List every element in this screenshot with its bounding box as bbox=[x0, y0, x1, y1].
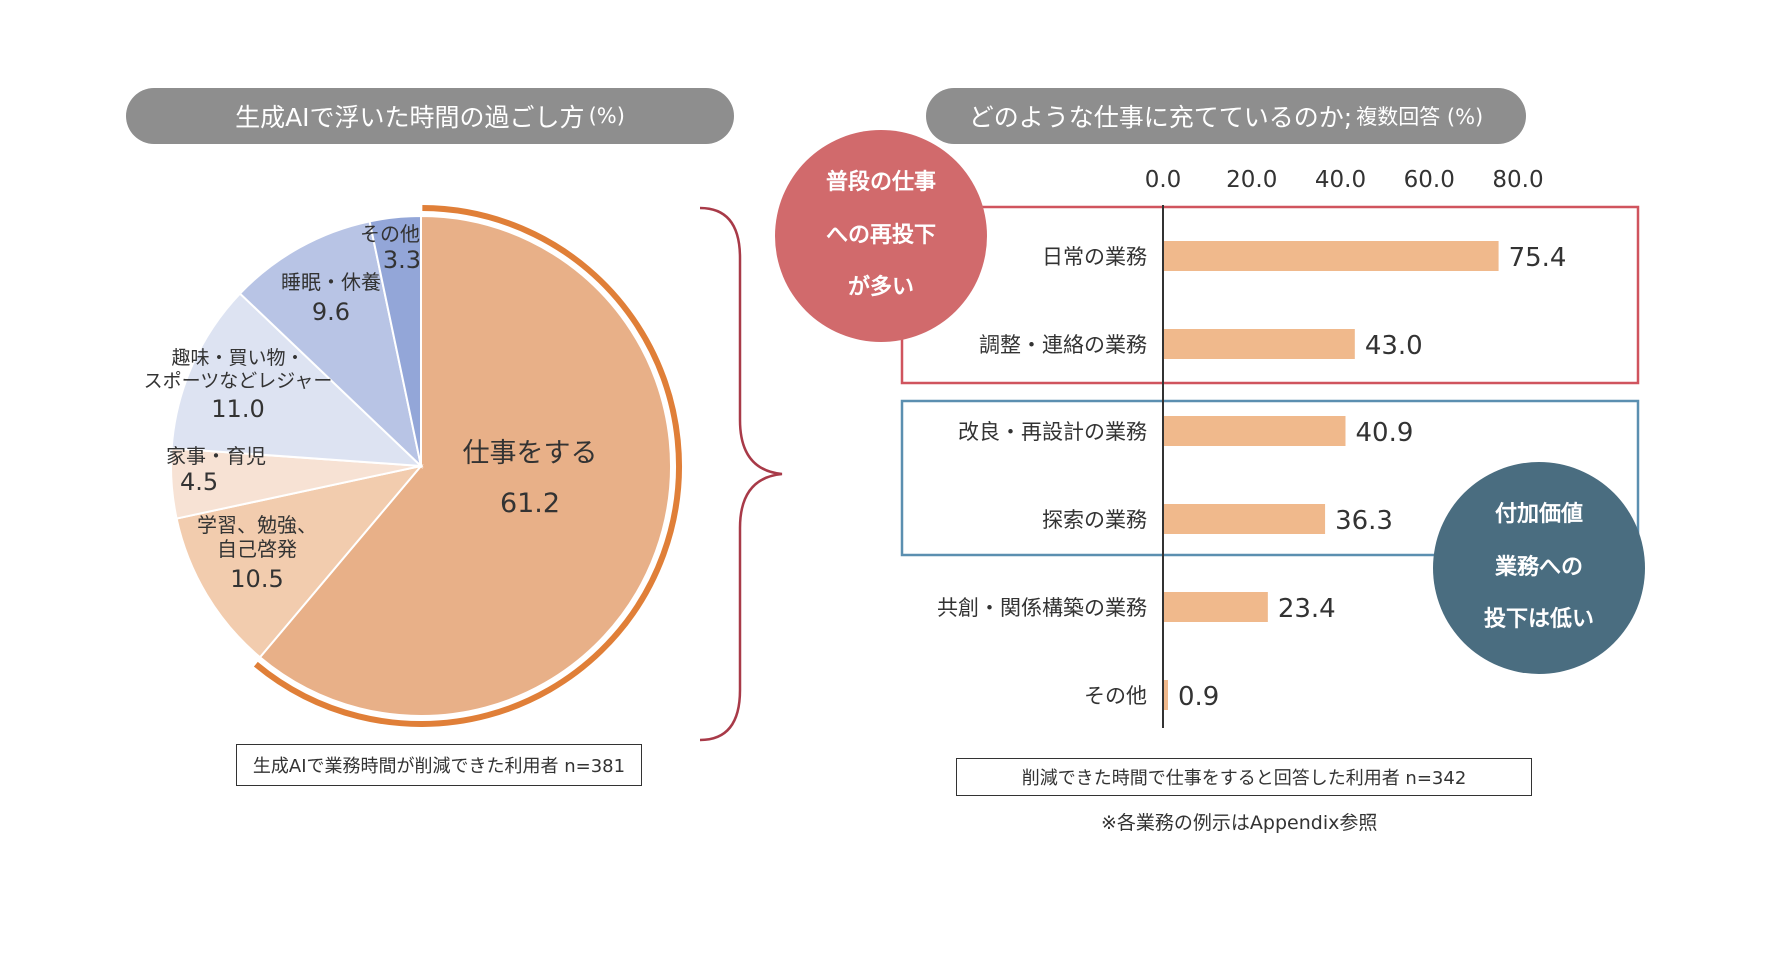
pie-work-highlight-arc bbox=[253, 205, 682, 727]
right-sample-note-text: 削減できた時間で仕事をすると回答した利用者 n=342 bbox=[1021, 768, 1467, 789]
pie-label-sleep-value: 9.6 bbox=[311, 298, 351, 326]
callout-reinvest-routine: 普段の仕事 への再投下 が多い bbox=[775, 130, 987, 342]
left-title-main: 生成AIで浮いた時間の過ごし方 bbox=[235, 103, 585, 132]
right-sample-note: 削減できた時間で仕事をすると回答した利用者 n=342 bbox=[956, 758, 1532, 796]
callout-red-line1: 普段の仕事 bbox=[825, 169, 936, 195]
pie-label-other-name: その他 bbox=[360, 222, 420, 246]
pie-label-other-value: 3.3 bbox=[382, 246, 422, 274]
pie-label-study-line1: 学習、勉強、 bbox=[197, 513, 317, 537]
pie-label-leisure-line2: スポーツなどレジャー bbox=[143, 369, 333, 392]
x-tick-label: 20.0 bbox=[1226, 167, 1277, 193]
pie-label-work-value: 61.2 bbox=[499, 488, 561, 520]
data-label: 0.9 bbox=[1178, 682, 1219, 712]
pie-slice-work bbox=[258, 214, 672, 717]
bar bbox=[1164, 416, 1346, 446]
pie-label-leisure: 趣味・買い物・ スポーツなどレジャー 11.0 bbox=[138, 347, 338, 423]
linking-brace bbox=[699, 206, 783, 742]
pie-label-leisure-line1: 趣味・買い物・ bbox=[171, 347, 305, 369]
x-tick-label: 40.0 bbox=[1315, 167, 1366, 193]
bar bbox=[1164, 504, 1326, 534]
pie-label-housework-value: 4.5 bbox=[180, 468, 219, 496]
data-label: 36.3 bbox=[1335, 506, 1393, 536]
data-label: 23.4 bbox=[1278, 594, 1336, 624]
appendix-footnote: ※各業務の例示はAppendix参照 bbox=[1101, 808, 1377, 835]
data-label: 40.9 bbox=[1355, 418, 1413, 448]
callout-red-line3: が多い bbox=[847, 275, 914, 301]
x-tick-label: 0.0 bbox=[1145, 167, 1182, 193]
pie-label-study-line2: 自己啓発 bbox=[217, 537, 297, 561]
pie-label-leisure-value: 11.0 bbox=[211, 394, 265, 423]
pie-label-sleep: 睡眠・休養 9.6 bbox=[266, 270, 396, 327]
category-label: 探索の業務 bbox=[1042, 508, 1147, 532]
pie-label-sleep-name: 睡眠・休養 bbox=[281, 270, 381, 294]
callout-blue-line1: 付加価値 bbox=[1494, 501, 1583, 527]
left-title-unit: (%) bbox=[588, 104, 625, 128]
category-label: 共創・関係構築の業務 bbox=[937, 596, 1147, 620]
callout-value-added-low: 付加価値 業務への 投下は低い bbox=[1433, 462, 1645, 674]
pie-slice-leisure bbox=[170, 292, 424, 468]
left-sample-note: 生成AIで業務時間が削減できた利用者 n=381 bbox=[236, 744, 642, 786]
category-label: その他 bbox=[1084, 684, 1147, 708]
pie-label-work-name: 仕事をする bbox=[462, 438, 598, 469]
pie-label-study: 学習、勉強、 自己啓発 10.5 bbox=[182, 513, 332, 594]
bar bbox=[1164, 680, 1168, 710]
x-tick-label: 60.0 bbox=[1404, 167, 1455, 193]
category-label: 改良・再設計の業務 bbox=[958, 420, 1147, 444]
left-chart-title: 生成AIで浮いた時間の過ごし方 (%) bbox=[126, 88, 734, 144]
bar bbox=[1164, 241, 1499, 271]
pie-slice-study bbox=[175, 464, 424, 659]
pie-label-housework-name: 家事・育児 bbox=[166, 444, 266, 468]
x-tick-label: 80.0 bbox=[1492, 167, 1543, 193]
callout-blue-line2: 業務への bbox=[1494, 554, 1583, 580]
right-title-main: どのような仕事に充てているのか; bbox=[968, 103, 1353, 132]
pie-label-other: その他 3.3 bbox=[350, 222, 430, 275]
callout-red-line2: への再投下 bbox=[825, 222, 936, 248]
appendix-footnote-text: ※各業務の例示はAppendix参照 bbox=[1101, 812, 1378, 834]
pie-slice-sleep bbox=[238, 220, 423, 469]
category-label: 日常の業務 bbox=[1042, 245, 1147, 269]
pie-label-housework: 家事・育児 4.5 bbox=[166, 444, 296, 497]
bar bbox=[1164, 329, 1355, 359]
right-chart-title: どのような仕事に充てているのか; 複数回答 (%) bbox=[926, 88, 1526, 144]
data-label: 43.0 bbox=[1365, 331, 1423, 361]
bar bbox=[1164, 592, 1268, 622]
pie-label-work: 仕事をする 61.2 bbox=[440, 438, 620, 521]
data-label: 75.4 bbox=[1509, 243, 1567, 273]
pie-slice-other bbox=[368, 214, 422, 467]
callout-blue-line3: 投下は低い bbox=[1483, 607, 1594, 633]
left-sample-note-text: 生成AIで業務時間が削減できた利用者 n=381 bbox=[252, 756, 626, 777]
pie-label-study-value: 10.5 bbox=[230, 565, 284, 593]
value-added-work-highlight-box bbox=[900, 399, 1640, 557]
category-label: 調整・連絡の業務 bbox=[979, 333, 1147, 357]
right-title-sub: 複数回答 (%) bbox=[1356, 105, 1484, 129]
